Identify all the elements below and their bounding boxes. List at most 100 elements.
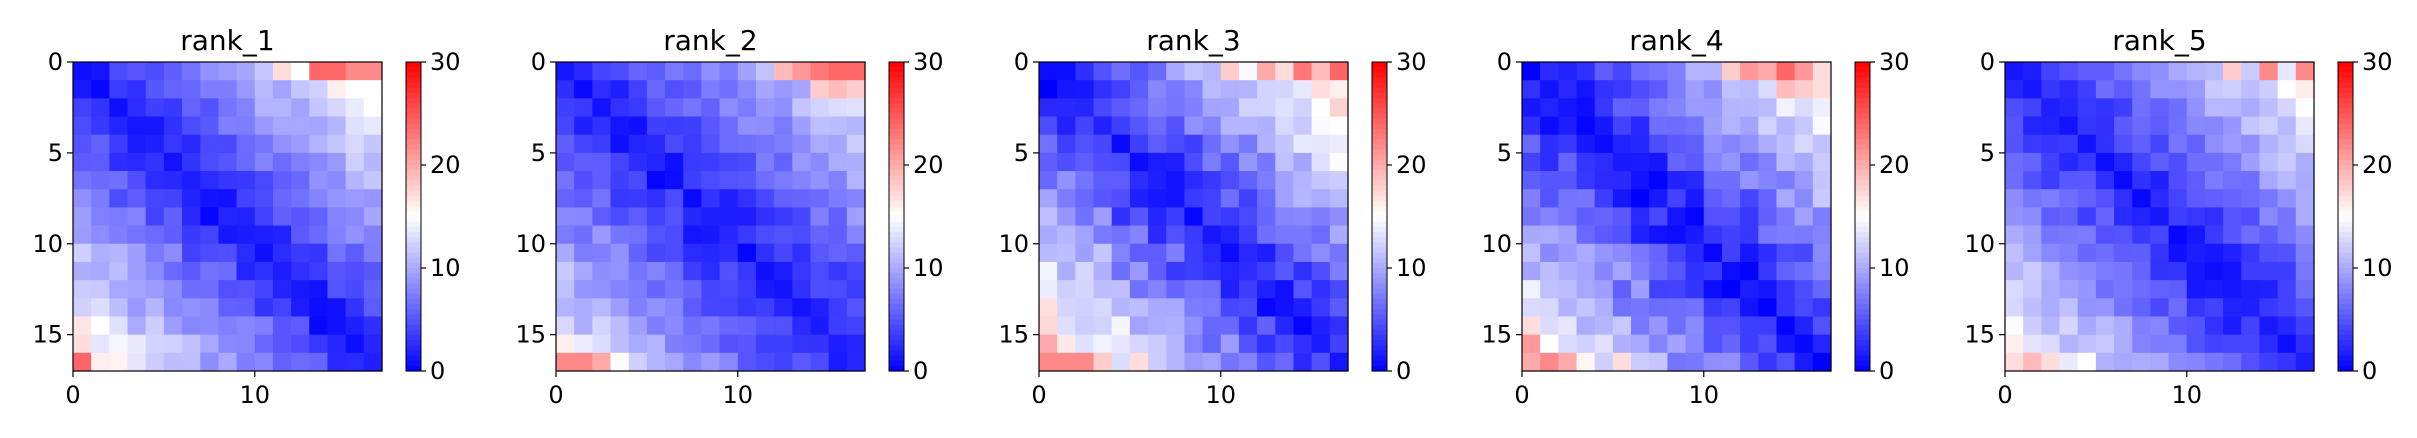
heatmap-cell (2041, 334, 2061, 354)
heatmap-cell (665, 225, 684, 245)
colorbar-segment (1372, 309, 1387, 315)
heatmap-cell (1522, 207, 1541, 227)
heatmap-cell (1166, 152, 1186, 172)
colorbar-segment (406, 180, 421, 187)
heatmap-cell (1075, 334, 1095, 354)
colorbar-segment (2338, 87, 2353, 94)
colorbar-segment (2338, 237, 2353, 243)
colorbar-segment (406, 350, 421, 357)
heatmap-cell (737, 116, 757, 136)
heatmap-cell (1576, 261, 1596, 281)
heatmap-cell (1740, 189, 1759, 209)
heatmap-cell (2132, 352, 2152, 372)
heatmap-cell (2186, 80, 2206, 99)
colorbar-segment (2338, 123, 2353, 130)
heatmap-cell (327, 243, 347, 263)
heatmap-cell (556, 98, 575, 118)
heatmap-cell (309, 116, 329, 136)
heatmap-cell (1703, 243, 1723, 263)
heatmap-cell (2295, 152, 2315, 172)
colorbar-segment (2338, 206, 2353, 212)
heatmap-cell (1522, 298, 1541, 318)
heatmap-cell (1522, 80, 1541, 99)
colorbar-segment (1372, 365, 1387, 372)
heatmap-cell (2186, 280, 2206, 299)
heatmap-cell (774, 80, 793, 99)
heatmap-cell (774, 134, 793, 154)
colorbar-segment (2338, 345, 2353, 351)
heatmap-cell (1794, 298, 1814, 318)
heatmap-cell (2277, 116, 2297, 136)
heatmap-cell (1685, 62, 1705, 81)
heatmap-cell (1111, 189, 1131, 209)
colorbar-segment (1372, 314, 1387, 321)
colorbar-segment (889, 72, 904, 79)
colorbar-segment (889, 77, 904, 84)
heatmap-cell (737, 243, 757, 263)
heatmap-cell (309, 298, 329, 318)
heatmap-cell (1540, 134, 1559, 154)
heatmap-cell (1166, 352, 1186, 372)
heatmap-cell (1257, 243, 1276, 263)
colorbar-segment (1855, 309, 1870, 315)
heatmap-cell (145, 62, 165, 81)
heatmap-cell (1812, 116, 1832, 136)
heatmap-cell (2259, 171, 2279, 190)
colorbar-segment (1372, 201, 1387, 207)
heatmap-cell (1257, 116, 1276, 136)
heatmap-cell (1257, 207, 1276, 227)
colorbar-frame (2337, 61, 2354, 372)
heatmap-cell (1667, 280, 1687, 299)
heatmap-cell (182, 152, 201, 172)
colorbar-segment (1372, 319, 1387, 326)
heatmap-cell (2005, 189, 2024, 209)
heatmap-cell (846, 225, 866, 245)
heatmap-cell (1594, 298, 1614, 318)
colorbar-segment (1855, 304, 1870, 310)
colorbar-segment (889, 365, 904, 372)
heatmap-cell (1202, 134, 1222, 154)
heatmap-cell (1057, 152, 1076, 172)
heatmap-cell (2150, 62, 2170, 81)
heatmap-cell (2005, 116, 2024, 136)
colorbar-segment (1855, 170, 1870, 176)
heatmap-cell (2023, 134, 2042, 154)
heatmap-cell (2186, 225, 2206, 245)
heatmap-cell (291, 80, 310, 99)
heatmap-cell (574, 243, 593, 263)
heatmap-cell (2132, 280, 2152, 299)
heatmap-cell (291, 189, 310, 209)
heatmap-cell (1202, 80, 1222, 99)
heatmap-cell (1794, 352, 1814, 372)
colorbar-segment (2338, 273, 2353, 279)
heatmap-cell (1631, 225, 1650, 245)
colorbar-segment (1855, 268, 1870, 274)
heatmap-cell (1667, 261, 1687, 281)
colorbar-segment (2338, 170, 2353, 176)
heatmap-cell (2277, 316, 2297, 336)
colorbar-segment (1855, 195, 1870, 202)
colorbar-segment (1372, 273, 1387, 279)
y-tick-label: 10 (1964, 230, 1995, 258)
heatmap-cell (145, 207, 165, 227)
heatmap-cell (1540, 189, 1559, 209)
heatmap-cell (1812, 334, 1832, 354)
heatmap-cell (1685, 243, 1705, 263)
heatmap-cell (327, 80, 347, 99)
colorbar-segment (889, 159, 904, 166)
heatmap-cell (828, 207, 848, 227)
colorbar-segment (889, 103, 904, 109)
heatmap-cell (1311, 152, 1331, 172)
heatmap-cell (846, 62, 866, 81)
heatmap-cell (2259, 189, 2279, 209)
heatmap-cell (828, 116, 848, 136)
heatmap-cell (1057, 334, 1076, 354)
heatmap-cell (1257, 334, 1276, 354)
heatmap-cell (2023, 62, 2042, 81)
colorbar-segment (1372, 195, 1387, 202)
heatmap-cell (846, 171, 866, 190)
colorbar-segment (406, 268, 421, 274)
heatmap-cell (1257, 171, 1276, 190)
heatmap-cell (272, 98, 292, 118)
